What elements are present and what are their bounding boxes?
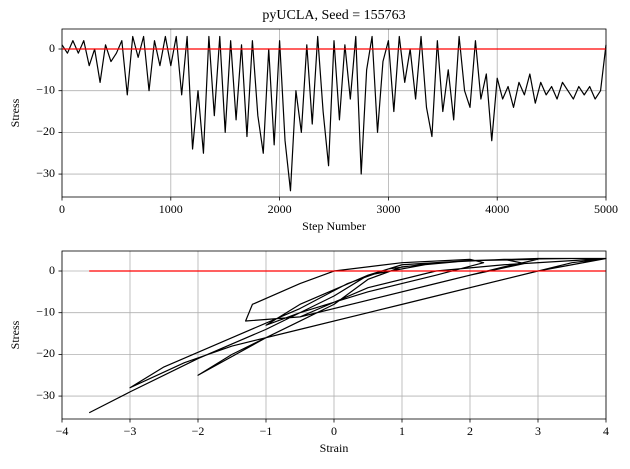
data-line	[61, 35, 607, 192]
x-tick-label: −3	[124, 424, 137, 438]
y-tick-label: −10	[36, 304, 55, 318]
x-tick-label: 1000	[159, 202, 183, 216]
x-tick-label: 0	[331, 424, 337, 438]
x-tick-label: 0	[59, 202, 65, 216]
axes-frame	[61, 250, 607, 420]
x-tick-label: −1	[260, 424, 273, 438]
x-tick-label: 2000	[268, 202, 292, 216]
x-tick-label: 1	[399, 424, 405, 438]
y-tick-label: −30	[36, 166, 55, 180]
y-tick-label: 0	[49, 41, 55, 55]
x-tick-label: −2	[192, 424, 205, 438]
x-tick-label: −4	[56, 424, 69, 438]
x-tick-label: 3	[535, 424, 541, 438]
y-tick-label: −20	[36, 346, 55, 360]
x-tick-label: 4000	[485, 202, 509, 216]
y-tick-label: 0	[49, 263, 55, 277]
y-axis-label: Stress	[8, 320, 22, 349]
x-tick-label: 2	[467, 424, 473, 438]
y-axis-label: Stress	[8, 98, 22, 127]
x-axis-label: Step Number	[302, 219, 366, 233]
data-line	[88, 257, 607, 414]
y-tick-label: −10	[36, 82, 55, 96]
y-tick-label: −30	[36, 388, 55, 402]
x-tick-label: 4	[603, 424, 609, 438]
x-axis-label: Strain	[320, 441, 349, 455]
x-tick-label: 3000	[376, 202, 400, 216]
x-tick-label: 5000	[594, 202, 618, 216]
chart-title: pyUCLA, Seed = 155763	[262, 8, 405, 23]
y-tick-label: −20	[36, 124, 55, 138]
axes-frame	[61, 28, 607, 198]
